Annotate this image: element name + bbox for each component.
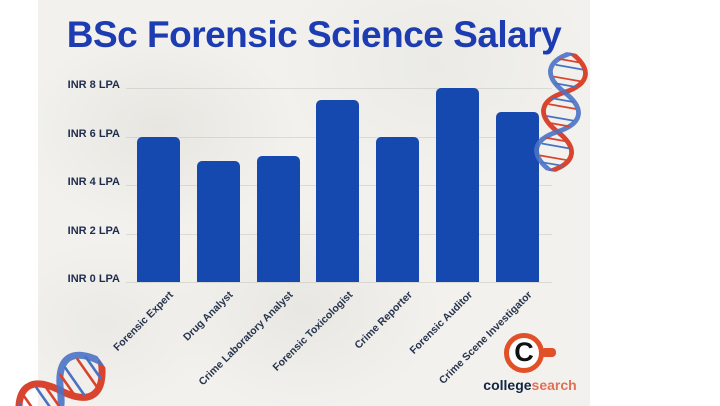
bar-drug-analyst [196, 160, 240, 282]
y-axis-tick-label: INR 0 LPA [67, 273, 120, 285]
logo-letter: C [514, 336, 534, 367]
logo-text-search: search [531, 377, 577, 393]
logo-text-college: college [483, 377, 532, 393]
collegesearch-logo: C collegesearch [478, 333, 582, 395]
logo-wordmark: collegesearch [478, 377, 582, 393]
x-axis-tick-label: Crime Reporter [352, 289, 416, 352]
x-axis-tick-label: Forensic Auditor [407, 289, 475, 357]
bar-forensic-expert [137, 136, 180, 282]
y-axis-tick-label: INR 8 LPA [67, 79, 120, 91]
chart-title: BSc Forensic Science Salary [66, 14, 562, 55]
bar-forensic-toxicologist [316, 100, 360, 282]
bar-forensic-auditor [436, 88, 479, 282]
gridline [126, 88, 552, 89]
magnifier-c-icon: C [504, 333, 556, 373]
x-axis-tick-label: Forensic Expert [111, 289, 176, 354]
x-axis-tick-label: Drug Analyst [181, 289, 236, 344]
bar-crime-reporter [376, 136, 420, 282]
y-axis-tick-label: INR 4 LPA [67, 176, 120, 188]
magnifier-handle [541, 348, 556, 357]
gridline [126, 282, 552, 283]
bar-crime-scene-investigator [495, 112, 539, 282]
bar-crime-laboratory-analyst [256, 155, 300, 282]
magnifier-ring [504, 333, 544, 373]
y-axis-tick-label: INR 6 LPA [67, 127, 120, 140]
y-axis-tick-label: INR 2 LPA [67, 224, 120, 237]
